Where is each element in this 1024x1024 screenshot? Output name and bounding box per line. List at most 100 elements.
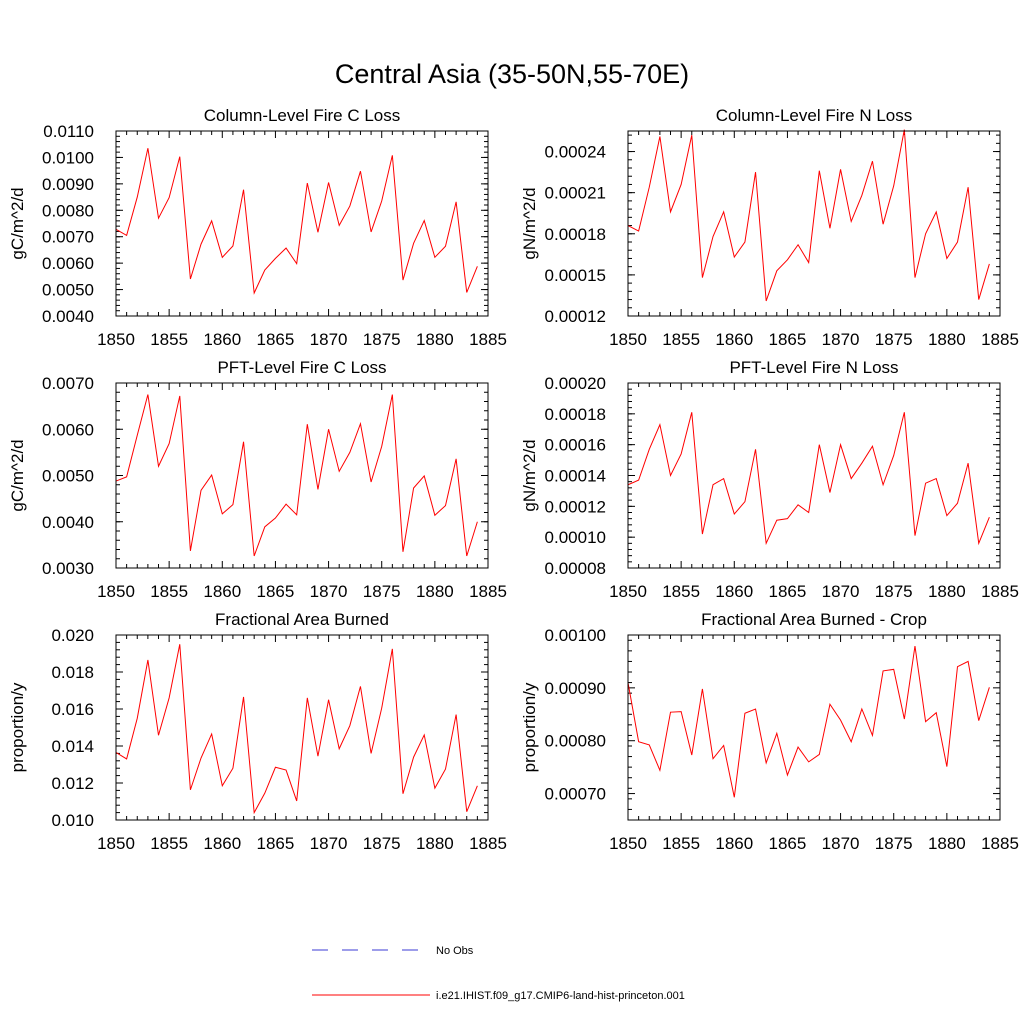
y-axis-label: gC/m^2/d <box>8 439 27 511</box>
y-tick-label: 0.00024 <box>545 143 606 162</box>
plot-frame <box>115 130 489 317</box>
panel-title: Column-Level Fire C Loss <box>204 106 401 125</box>
x-tick-label: 1875 <box>875 834 913 853</box>
x-tick-label: 1865 <box>257 330 295 349</box>
plot-frame <box>627 634 1001 821</box>
y-tick-label: 0.0050 <box>42 281 94 300</box>
series-line <box>627 129 990 302</box>
y-tick-label: 0.0060 <box>42 420 94 439</box>
y-axis-label: proportion/y <box>520 682 539 772</box>
figure-title: Central Asia (35-50N,55-70E) <box>335 59 689 89</box>
panel-title: Fractional Area Burned - Crop <box>701 610 927 629</box>
plot-frame <box>115 382 489 569</box>
y-tick-label: 0.00008 <box>545 559 606 578</box>
x-tick-label: 1865 <box>769 330 807 349</box>
y-tick-label: 0.016 <box>51 700 94 719</box>
x-tick-label: 1885 <box>469 582 507 601</box>
x-tick-label: 1850 <box>97 834 135 853</box>
series-line <box>115 394 478 557</box>
legend-model-label: i.e21.IHIST.f09_g17.CMIP6-land-hist-prin… <box>436 990 685 1002</box>
y-tick-label: 0.00090 <box>545 679 606 698</box>
x-tick-label: 1880 <box>416 330 454 349</box>
x-tick-label: 1860 <box>715 834 753 853</box>
x-tick-label: 1865 <box>257 834 295 853</box>
y-tick-label: 0.00100 <box>545 626 606 645</box>
series-line <box>627 646 990 798</box>
y-tick-label: 0.012 <box>51 774 94 793</box>
x-tick-label: 1880 <box>928 834 966 853</box>
y-tick-label: 0.0110 <box>43 122 94 141</box>
x-tick-label: 1860 <box>203 330 241 349</box>
x-tick-label: 1875 <box>363 330 401 349</box>
y-tick-label: 0.0060 <box>42 254 94 273</box>
panel-6: Fractional Area Burned - Crop proportion/… <box>520 610 1019 853</box>
x-tick-label: 1880 <box>928 330 966 349</box>
series-line <box>627 412 990 546</box>
x-tick-label: 1875 <box>363 582 401 601</box>
x-tick-label: 1880 <box>416 582 454 601</box>
x-tick-label: 1870 <box>310 330 348 349</box>
panel-5: Fractional Area Burned proportion/y 1850 18… <box>8 610 507 853</box>
x-tick-label: 1885 <box>469 834 507 853</box>
x-tick-label: 1855 <box>662 330 700 349</box>
y-tick-label: 0.00012 <box>545 497 606 516</box>
panels: Column-Level Fire C Loss gC/m^2/d 1850 1855… <box>8 106 1019 853</box>
x-tick-label: 1855 <box>662 834 700 853</box>
x-tick-label: 1885 <box>469 330 507 349</box>
x-tick-label: 1885 <box>981 834 1019 853</box>
x-tick-label: 1880 <box>928 582 966 601</box>
y-tick-label: 0.020 <box>51 626 94 645</box>
x-tick-label: 1850 <box>609 582 647 601</box>
y-tick-label: 0.00016 <box>545 436 606 455</box>
y-tick-label: 0.0070 <box>42 374 94 393</box>
x-tick-label: 1865 <box>769 834 807 853</box>
y-tick-label: 0.00070 <box>545 785 606 804</box>
x-tick-label: 1860 <box>715 330 753 349</box>
x-tick-label: 1870 <box>822 330 860 349</box>
y-tick-label: 0.00012 <box>545 307 606 326</box>
legend-obs-label: No Obs <box>436 945 474 957</box>
series-line <box>115 644 478 815</box>
y-tick-label: 0.00020 <box>545 374 606 393</box>
x-tick-label: 1880 <box>416 834 454 853</box>
x-tick-label: 1875 <box>875 330 913 349</box>
panel-title: Column-Level Fire N Loss <box>716 106 913 125</box>
y-tick-label: 0.0100 <box>42 148 94 167</box>
y-tick-label: 0.0090 <box>42 175 94 194</box>
x-tick-label: 1860 <box>715 582 753 601</box>
plot-frame <box>627 382 1001 569</box>
y-tick-label: 0.014 <box>51 737 94 756</box>
y-tick-label: 0.00080 <box>545 732 606 751</box>
panel-2: Column-Level Fire N Loss gN/m^2/d 1850 1855… <box>520 106 1019 349</box>
panel-1: Column-Level Fire C Loss gC/m^2/d 1850 1855… <box>8 106 507 349</box>
x-tick-label: 1855 <box>662 582 700 601</box>
x-tick-label: 1855 <box>150 834 188 853</box>
y-tick-label: 0.00021 <box>545 184 606 203</box>
y-tick-label: 0.00010 <box>545 528 606 547</box>
y-tick-label: 0.010 <box>51 811 94 830</box>
x-tick-label: 1875 <box>875 582 913 601</box>
x-tick-label: 1850 <box>97 582 135 601</box>
x-tick-label: 1870 <box>310 582 348 601</box>
y-tick-label: 0.0050 <box>42 467 94 486</box>
y-tick-label: 0.00018 <box>545 225 606 244</box>
x-tick-label: 1885 <box>981 582 1019 601</box>
x-tick-label: 1870 <box>822 582 860 601</box>
y-tick-label: 0.0040 <box>42 513 94 532</box>
plot-frame <box>115 634 489 821</box>
x-tick-label: 1855 <box>150 330 188 349</box>
y-tick-label: 0.018 <box>51 663 94 682</box>
x-tick-label: 1860 <box>203 834 241 853</box>
legend: No Obs i.e21.IHIST.f09_g17.CMIP6-land-hi… <box>312 945 685 1002</box>
x-tick-label: 1855 <box>150 582 188 601</box>
x-tick-label: 1860 <box>203 582 241 601</box>
x-tick-label: 1850 <box>609 330 647 349</box>
x-tick-label: 1870 <box>822 834 860 853</box>
panel-title: Fractional Area Burned <box>215 610 389 629</box>
x-tick-label: 1870 <box>310 834 348 853</box>
x-tick-label: 1885 <box>981 330 1019 349</box>
x-tick-label: 1850 <box>97 330 135 349</box>
y-axis-label: proportion/y <box>8 682 27 772</box>
y-tick-label: 0.00018 <box>545 405 606 424</box>
